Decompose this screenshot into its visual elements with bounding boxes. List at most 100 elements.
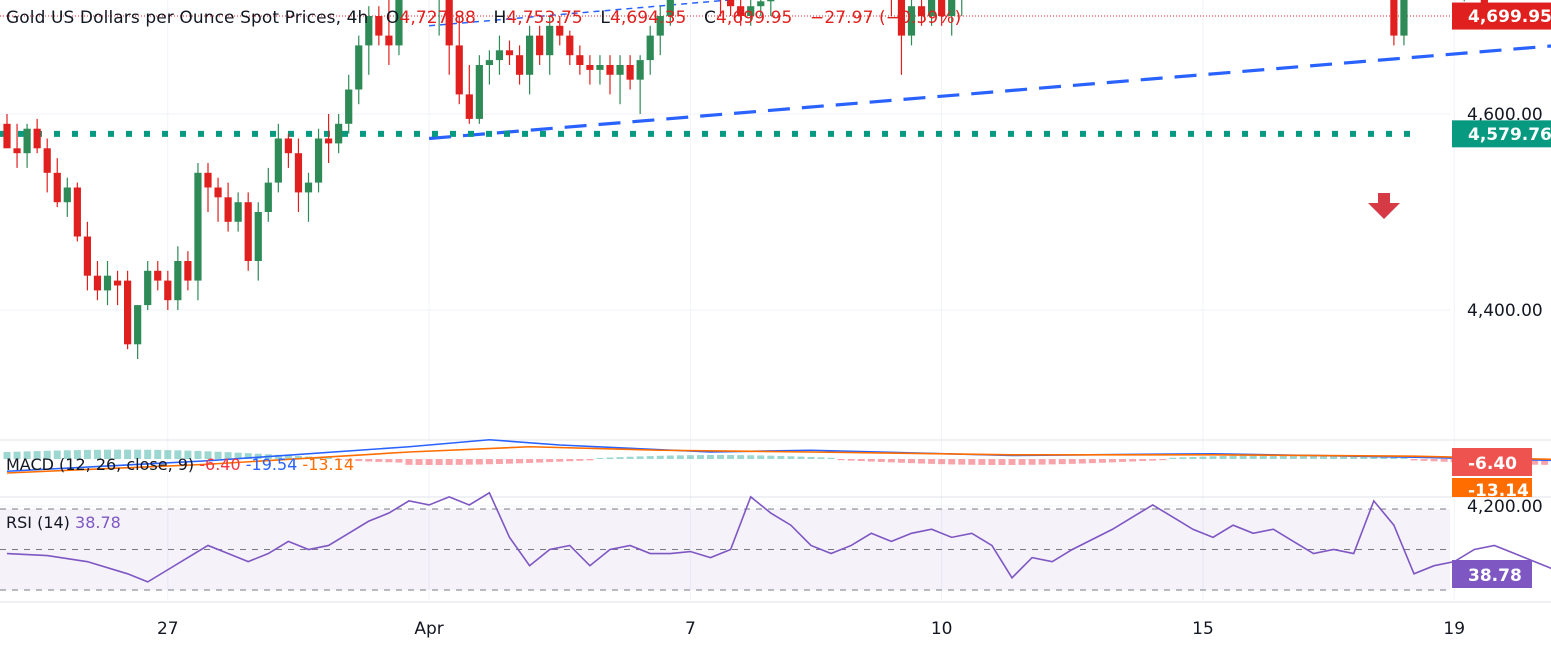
macd-hist-bar: [948, 459, 956, 465]
macd-hist-bar: [495, 459, 503, 464]
macd-hist-bar: [445, 459, 453, 465]
price-axis-tick: 4,600.00: [1467, 105, 1543, 125]
candle-body: [455, 45, 463, 95]
macd-hist-bar: [1310, 455, 1317, 459]
candle-body: [335, 123, 343, 144]
macd-hist-bar: [1440, 459, 1448, 462]
macd-signal-badge: -13.14: [1468, 481, 1529, 501]
down-arrow-icon: [1368, 193, 1400, 219]
candle-body: [325, 138, 333, 144]
macd-hist-bar: [1239, 455, 1247, 459]
macd-hist-bar: [1078, 459, 1086, 464]
candle-body: [174, 261, 182, 301]
macd-hist-bar: [43, 450, 51, 459]
high-label: H: [493, 8, 507, 28]
candle-body: [727, 0, 735, 7]
low-value: 4,694.35: [609, 8, 687, 28]
macd-hist-bar: [3, 452, 11, 459]
candle-body: [375, 16, 383, 36]
macd-hist-bar: [214, 451, 222, 459]
macd-hist-bar: [1169, 457, 1177, 459]
candle-body: [154, 270, 162, 281]
close-value: 4,699.95: [715, 8, 793, 28]
change-value: −27.97 (−0.59%): [809, 8, 962, 28]
macd-hist-bar: [1259, 455, 1267, 459]
macd-hist-bar: [908, 459, 915, 464]
macd-hist-bar: [415, 459, 423, 465]
macd-hist-bar: [104, 449, 111, 459]
macd-hist-bar: [194, 450, 202, 459]
macd-hist-bar: [395, 459, 403, 463]
rsi-value: 38.78: [75, 513, 121, 532]
candle-body: [234, 202, 242, 222]
candle-body: [194, 172, 202, 281]
macd-hist-bar: [797, 456, 805, 459]
candle-body: [907, 6, 916, 36]
candle-body: [113, 280, 122, 286]
candle-body: [566, 35, 574, 56]
macd-hist-bar: [274, 454, 282, 459]
macd-hist-bar: [93, 449, 101, 459]
macd-hist-bar: [1008, 459, 1016, 465]
macd-hist-bar: [737, 455, 745, 459]
candle-body: [395, 0, 403, 46]
candle-body: [103, 275, 112, 291]
candle-body: [1400, 0, 1408, 36]
macd-hist-bar: [988, 459, 996, 465]
candle-body: [666, 0, 674, 16]
candle-body: [616, 65, 624, 75]
macd-hist-bar: [596, 457, 604, 459]
macd-hist-bar: [1410, 459, 1418, 461]
candle-body: [897, 0, 906, 36]
candle-body: [264, 182, 272, 212]
macd-hist-bar: [727, 455, 735, 459]
symbol-title: Gold US Dollars per Ounce Spot Prices, 4…: [6, 8, 369, 28]
macd-hist-bar: [124, 449, 132, 459]
macd-hist-bar: [556, 459, 564, 462]
candle-body: [73, 187, 81, 237]
candle-body: [124, 280, 132, 345]
candle-body: [63, 187, 71, 203]
macd-hist-bar: [1088, 459, 1096, 464]
candle-body: [465, 94, 473, 119]
macd-hist-bar: [1320, 455, 1328, 459]
macd-hist-bar: [807, 456, 815, 459]
macd-hist-bar: [887, 459, 895, 463]
rsi-badge: 38.78: [1468, 566, 1522, 586]
macd-hist-bar: [455, 459, 463, 465]
candle-body: [244, 202, 252, 261]
macd-hist-bar: [707, 455, 714, 459]
rsi-badge-bg: [1452, 560, 1532, 588]
macd-hist-bar: [958, 459, 966, 465]
macd-hist-bar: [375, 459, 383, 462]
time-axis-tick: 19: [1443, 619, 1465, 639]
macd-hist-bar: [1139, 459, 1147, 462]
macd-hist-bar: [857, 459, 865, 462]
candle-body: [355, 45, 363, 90]
macd-hist-bar: [877, 459, 885, 462]
macd-hist-bar: [134, 449, 142, 459]
macd-hist-bar: [1420, 459, 1428, 461]
macd-hist-bar: [425, 459, 433, 465]
macd-hist-bar: [1299, 455, 1307, 459]
macd-hist-bar: [1269, 455, 1277, 459]
macd-hist-bar: [204, 451, 212, 459]
macd-hist-bar: [626, 456, 634, 459]
macd-hist-bar: [284, 455, 292, 459]
candle-body: [445, 0, 453, 46]
macd-hist-bar: [606, 457, 614, 459]
macd-hist-bar: [968, 459, 976, 465]
candle-body: [938, 0, 946, 17]
macd-hist-bar: [1249, 455, 1257, 459]
macd-signal-badge-bg: [1452, 478, 1532, 497]
time-axis-tick: 27: [157, 619, 179, 639]
macd-hist-bar: [144, 449, 152, 459]
macd-hist-bar: [928, 459, 936, 464]
macd-hist-bar: [1159, 459, 1167, 461]
candle-body: [646, 35, 654, 61]
candle-body: [606, 65, 614, 75]
macd-hist-bar: [847, 459, 855, 461]
close-label: C: [703, 8, 716, 28]
